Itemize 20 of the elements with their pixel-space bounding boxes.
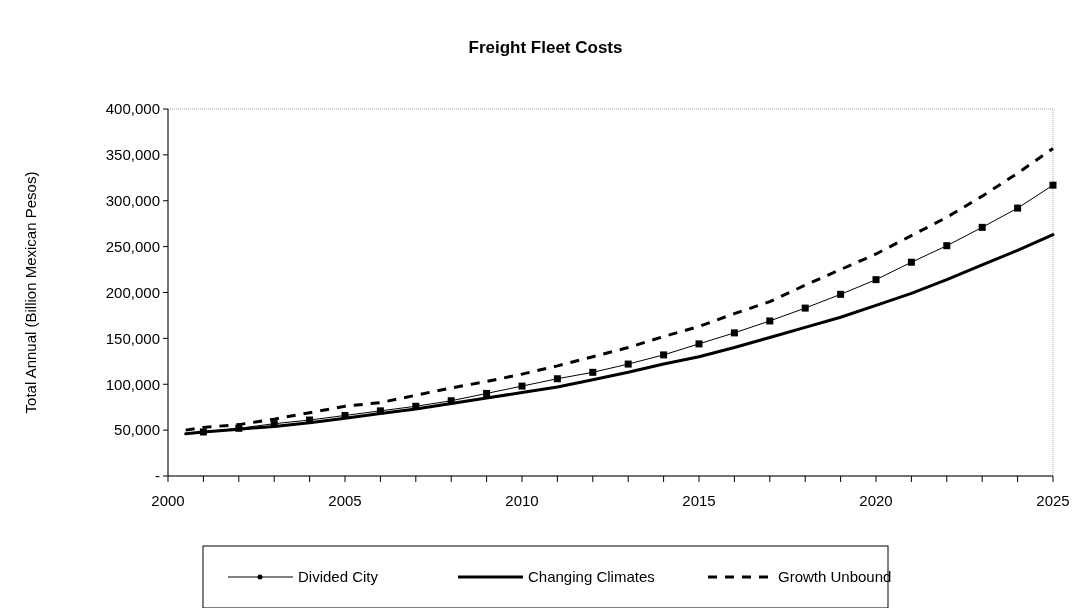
y-tick-label: 200,000 — [105, 283, 160, 301]
y-tick-label: 300,000 — [105, 192, 160, 209]
legend-label: Growth Unbound — [778, 568, 892, 586]
x-tick-label: 2000 — [151, 492, 185, 509]
y-tick-label: 400,000 — [105, 100, 160, 118]
y-tick-label: 250,000 — [105, 237, 160, 255]
legend-label: Changing Climates — [528, 568, 655, 586]
x-tick-label: 2025 — [1036, 492, 1070, 509]
x-tick-label: 2015 — [682, 492, 716, 509]
legend-label: Divided City — [298, 568, 379, 586]
x-tick-label: 2020 — [859, 492, 893, 509]
x-tick-label: 2010 — [505, 492, 539, 509]
x-tick-label: 2005 — [328, 492, 362, 509]
y-tick-label: 100,000 — [105, 375, 160, 393]
y-tick-label: 50,000 — [114, 421, 160, 439]
y-tick-label: - — [155, 467, 160, 485]
y-axis-title: Total Annual (Billion Mexican Pesos) — [22, 171, 39, 414]
y-tick-label: 350,000 — [105, 146, 160, 164]
y-tick-label: 150,000 — [105, 329, 160, 347]
chart-title: Freight Fleet Costs — [468, 38, 623, 57]
